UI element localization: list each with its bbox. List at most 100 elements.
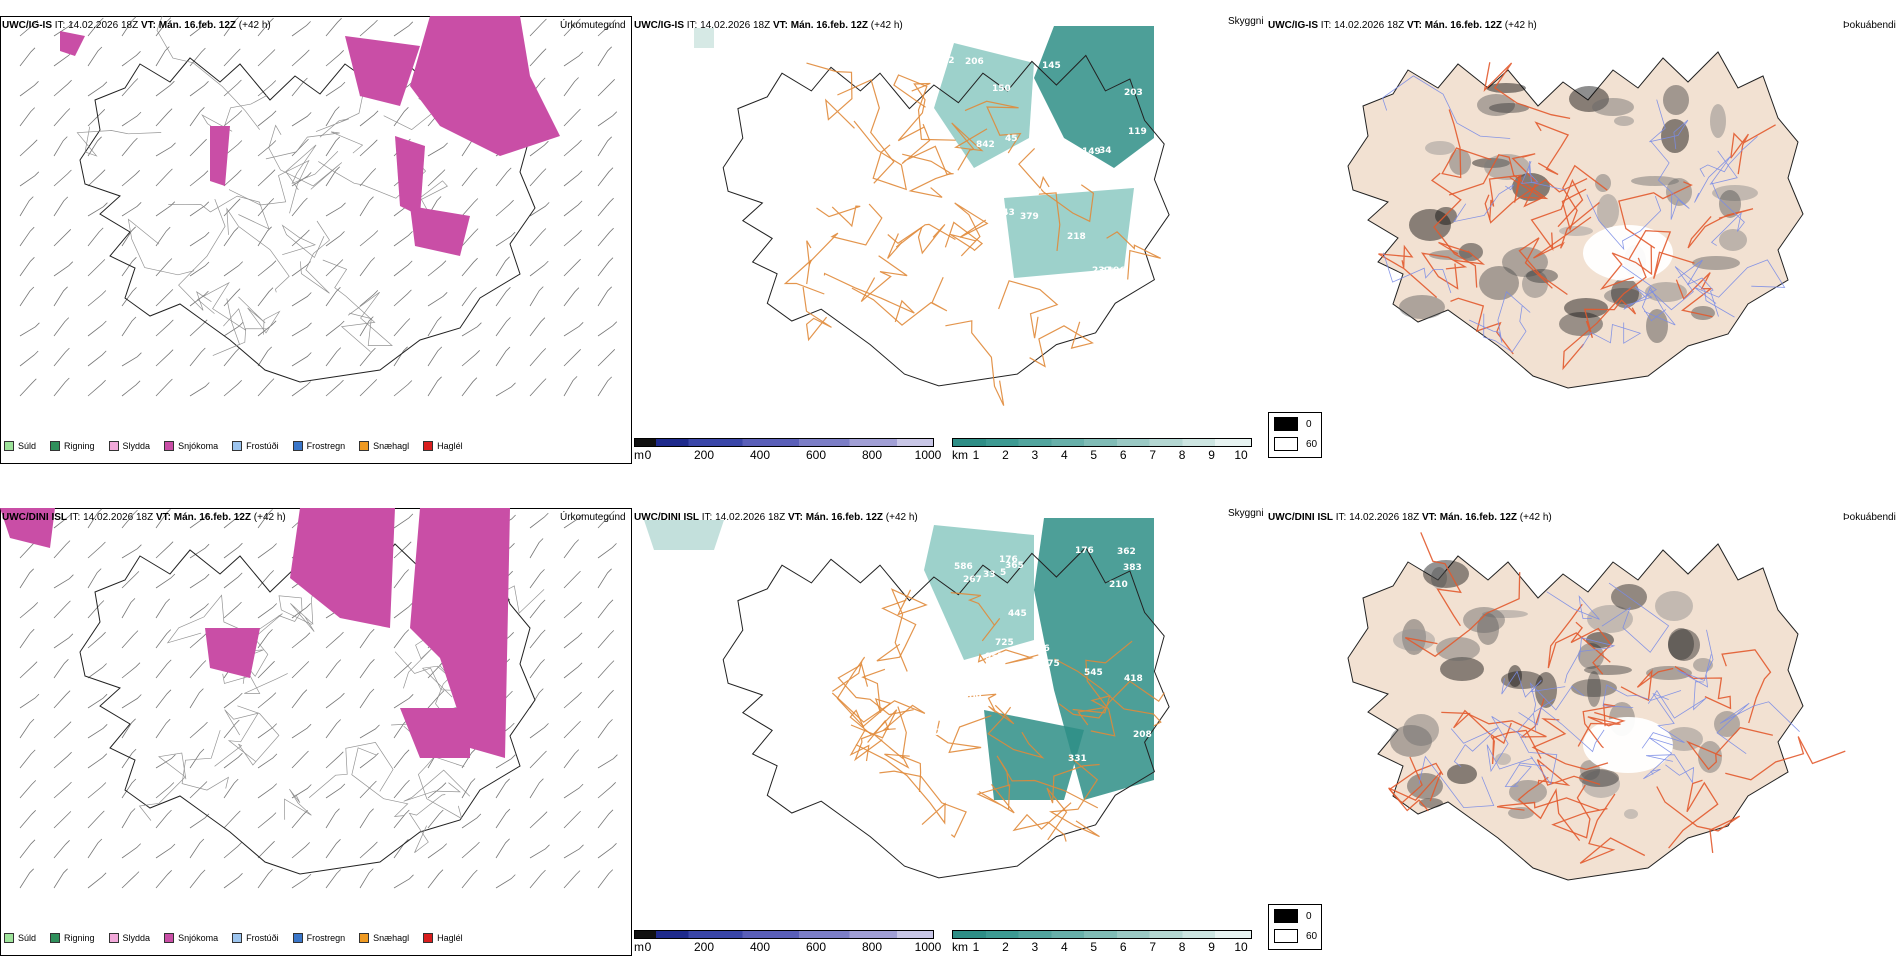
vis-km-tick: 10 bbox=[1234, 448, 1248, 462]
wind-barb bbox=[53, 347, 70, 367]
wind-barb bbox=[393, 779, 410, 799]
wind-barb bbox=[563, 139, 582, 157]
visibility-value: 383 bbox=[1123, 563, 1142, 573]
wind-barb bbox=[291, 842, 310, 859]
wind-barb bbox=[291, 352, 312, 367]
wind-barb bbox=[563, 77, 579, 97]
road-line bbox=[1517, 776, 1581, 841]
road-line bbox=[1383, 252, 1452, 294]
wind-barb bbox=[257, 869, 273, 889]
road-line bbox=[226, 207, 290, 293]
visibility-value: 218 bbox=[1067, 232, 1086, 242]
visibility-value: 176 bbox=[1075, 546, 1094, 556]
visibility-values: 906 986 586 725 331 210 243 208 545 362 188 530 445 4… bbox=[935, 546, 1152, 764]
road-line bbox=[1058, 680, 1165, 719]
wind-barb bbox=[189, 721, 208, 739]
precip-legend-item: Snæhagl bbox=[359, 441, 409, 451]
road-line bbox=[1730, 124, 1776, 175]
road-line bbox=[181, 730, 229, 791]
wind-barb bbox=[257, 603, 277, 619]
wind-barb bbox=[121, 662, 141, 679]
vis-m-tick: 400 bbox=[749, 448, 771, 462]
legend-swatch bbox=[423, 441, 434, 451]
wind-barb bbox=[495, 874, 516, 889]
road-line bbox=[1716, 701, 1800, 755]
wind-barb bbox=[427, 782, 447, 799]
fog-blob bbox=[1508, 665, 1522, 687]
wind-barb bbox=[393, 318, 411, 337]
wind-barb bbox=[427, 346, 443, 367]
wind-barb bbox=[121, 748, 137, 769]
wind-barb bbox=[155, 598, 170, 619]
wind-barb bbox=[291, 229, 310, 247]
wind-barb bbox=[427, 690, 445, 709]
snow-area bbox=[410, 16, 560, 156]
road-line bbox=[831, 692, 926, 731]
road-line bbox=[1643, 737, 1674, 780]
wind-barb bbox=[189, 201, 210, 217]
wind-barb bbox=[87, 17, 104, 37]
road-line bbox=[987, 706, 1045, 759]
vt-value: Mán. 16.feb. 12Z bbox=[1424, 20, 1502, 31]
wind-barb bbox=[189, 138, 207, 157]
fog-blob bbox=[1447, 764, 1477, 784]
visibility-value: 209 bbox=[963, 693, 982, 703]
road-line bbox=[1579, 793, 1646, 864]
fog-blob bbox=[1489, 103, 1529, 113]
vis-km-tick: 3 bbox=[1031, 940, 1039, 954]
road-line bbox=[1628, 230, 1695, 279]
wind-barb bbox=[291, 322, 312, 337]
wind-barb bbox=[597, 782, 616, 799]
wind-barb bbox=[563, 287, 580, 307]
fog-blob bbox=[1459, 243, 1483, 261]
wind-barb bbox=[359, 752, 379, 769]
wind-barb bbox=[359, 379, 378, 397]
wind-barb bbox=[223, 719, 240, 739]
fog-blob bbox=[1463, 607, 1505, 633]
vt-label: VT: bbox=[772, 20, 788, 31]
fog-blob bbox=[1587, 671, 1601, 707]
visibility-value: 530 bbox=[947, 682, 966, 692]
vis-km-tick: 3 bbox=[1031, 448, 1039, 462]
fog-var-label: Þokuábendi bbox=[1843, 20, 1896, 31]
vis-km-tick: 5 bbox=[1090, 940, 1098, 954]
road-line bbox=[1686, 726, 1773, 771]
wind-barb bbox=[87, 838, 103, 859]
fog-legend-light: 60 bbox=[1274, 437, 1317, 451]
wind-barb bbox=[53, 108, 71, 127]
road-line bbox=[1570, 621, 1612, 675]
wind-barb bbox=[291, 197, 308, 217]
vis-km-tick: 1 bbox=[972, 940, 980, 954]
wind-barb bbox=[257, 346, 272, 367]
wind-barb bbox=[325, 231, 345, 247]
visibility-value: 45 bbox=[1005, 134, 1018, 144]
fog-blob bbox=[1564, 298, 1608, 318]
wind-barb bbox=[325, 166, 340, 187]
wind-barb bbox=[53, 721, 72, 739]
snow-area bbox=[400, 708, 470, 758]
wind-barb bbox=[359, 780, 377, 799]
wind-barb bbox=[291, 77, 308, 97]
wind-barb bbox=[563, 720, 581, 739]
wind-barb bbox=[359, 196, 374, 217]
snow-area bbox=[345, 36, 420, 106]
wind-barb bbox=[597, 660, 615, 679]
wind-barb bbox=[529, 260, 549, 277]
road-line bbox=[806, 203, 883, 285]
wind-barb bbox=[563, 170, 583, 187]
fog-blob bbox=[1431, 567, 1447, 589]
precip-legend: Súld Rigning Slydda Snjókoma Frostúði Frostre… bbox=[4, 933, 463, 943]
wind-barb bbox=[597, 376, 612, 397]
wind-barb bbox=[189, 347, 206, 367]
road-line bbox=[816, 205, 861, 228]
precip-legend-item: Frostúði bbox=[232, 933, 279, 943]
wind-barb bbox=[257, 320, 277, 337]
road-line bbox=[902, 153, 953, 198]
vt-label: VT: bbox=[140, 20, 156, 31]
orange-road-network bbox=[831, 588, 1165, 842]
wind-barb bbox=[223, 347, 240, 367]
road-line bbox=[299, 220, 330, 294]
snow-area bbox=[60, 31, 85, 56]
road-line bbox=[1699, 136, 1758, 177]
wind-barb bbox=[155, 17, 172, 37]
